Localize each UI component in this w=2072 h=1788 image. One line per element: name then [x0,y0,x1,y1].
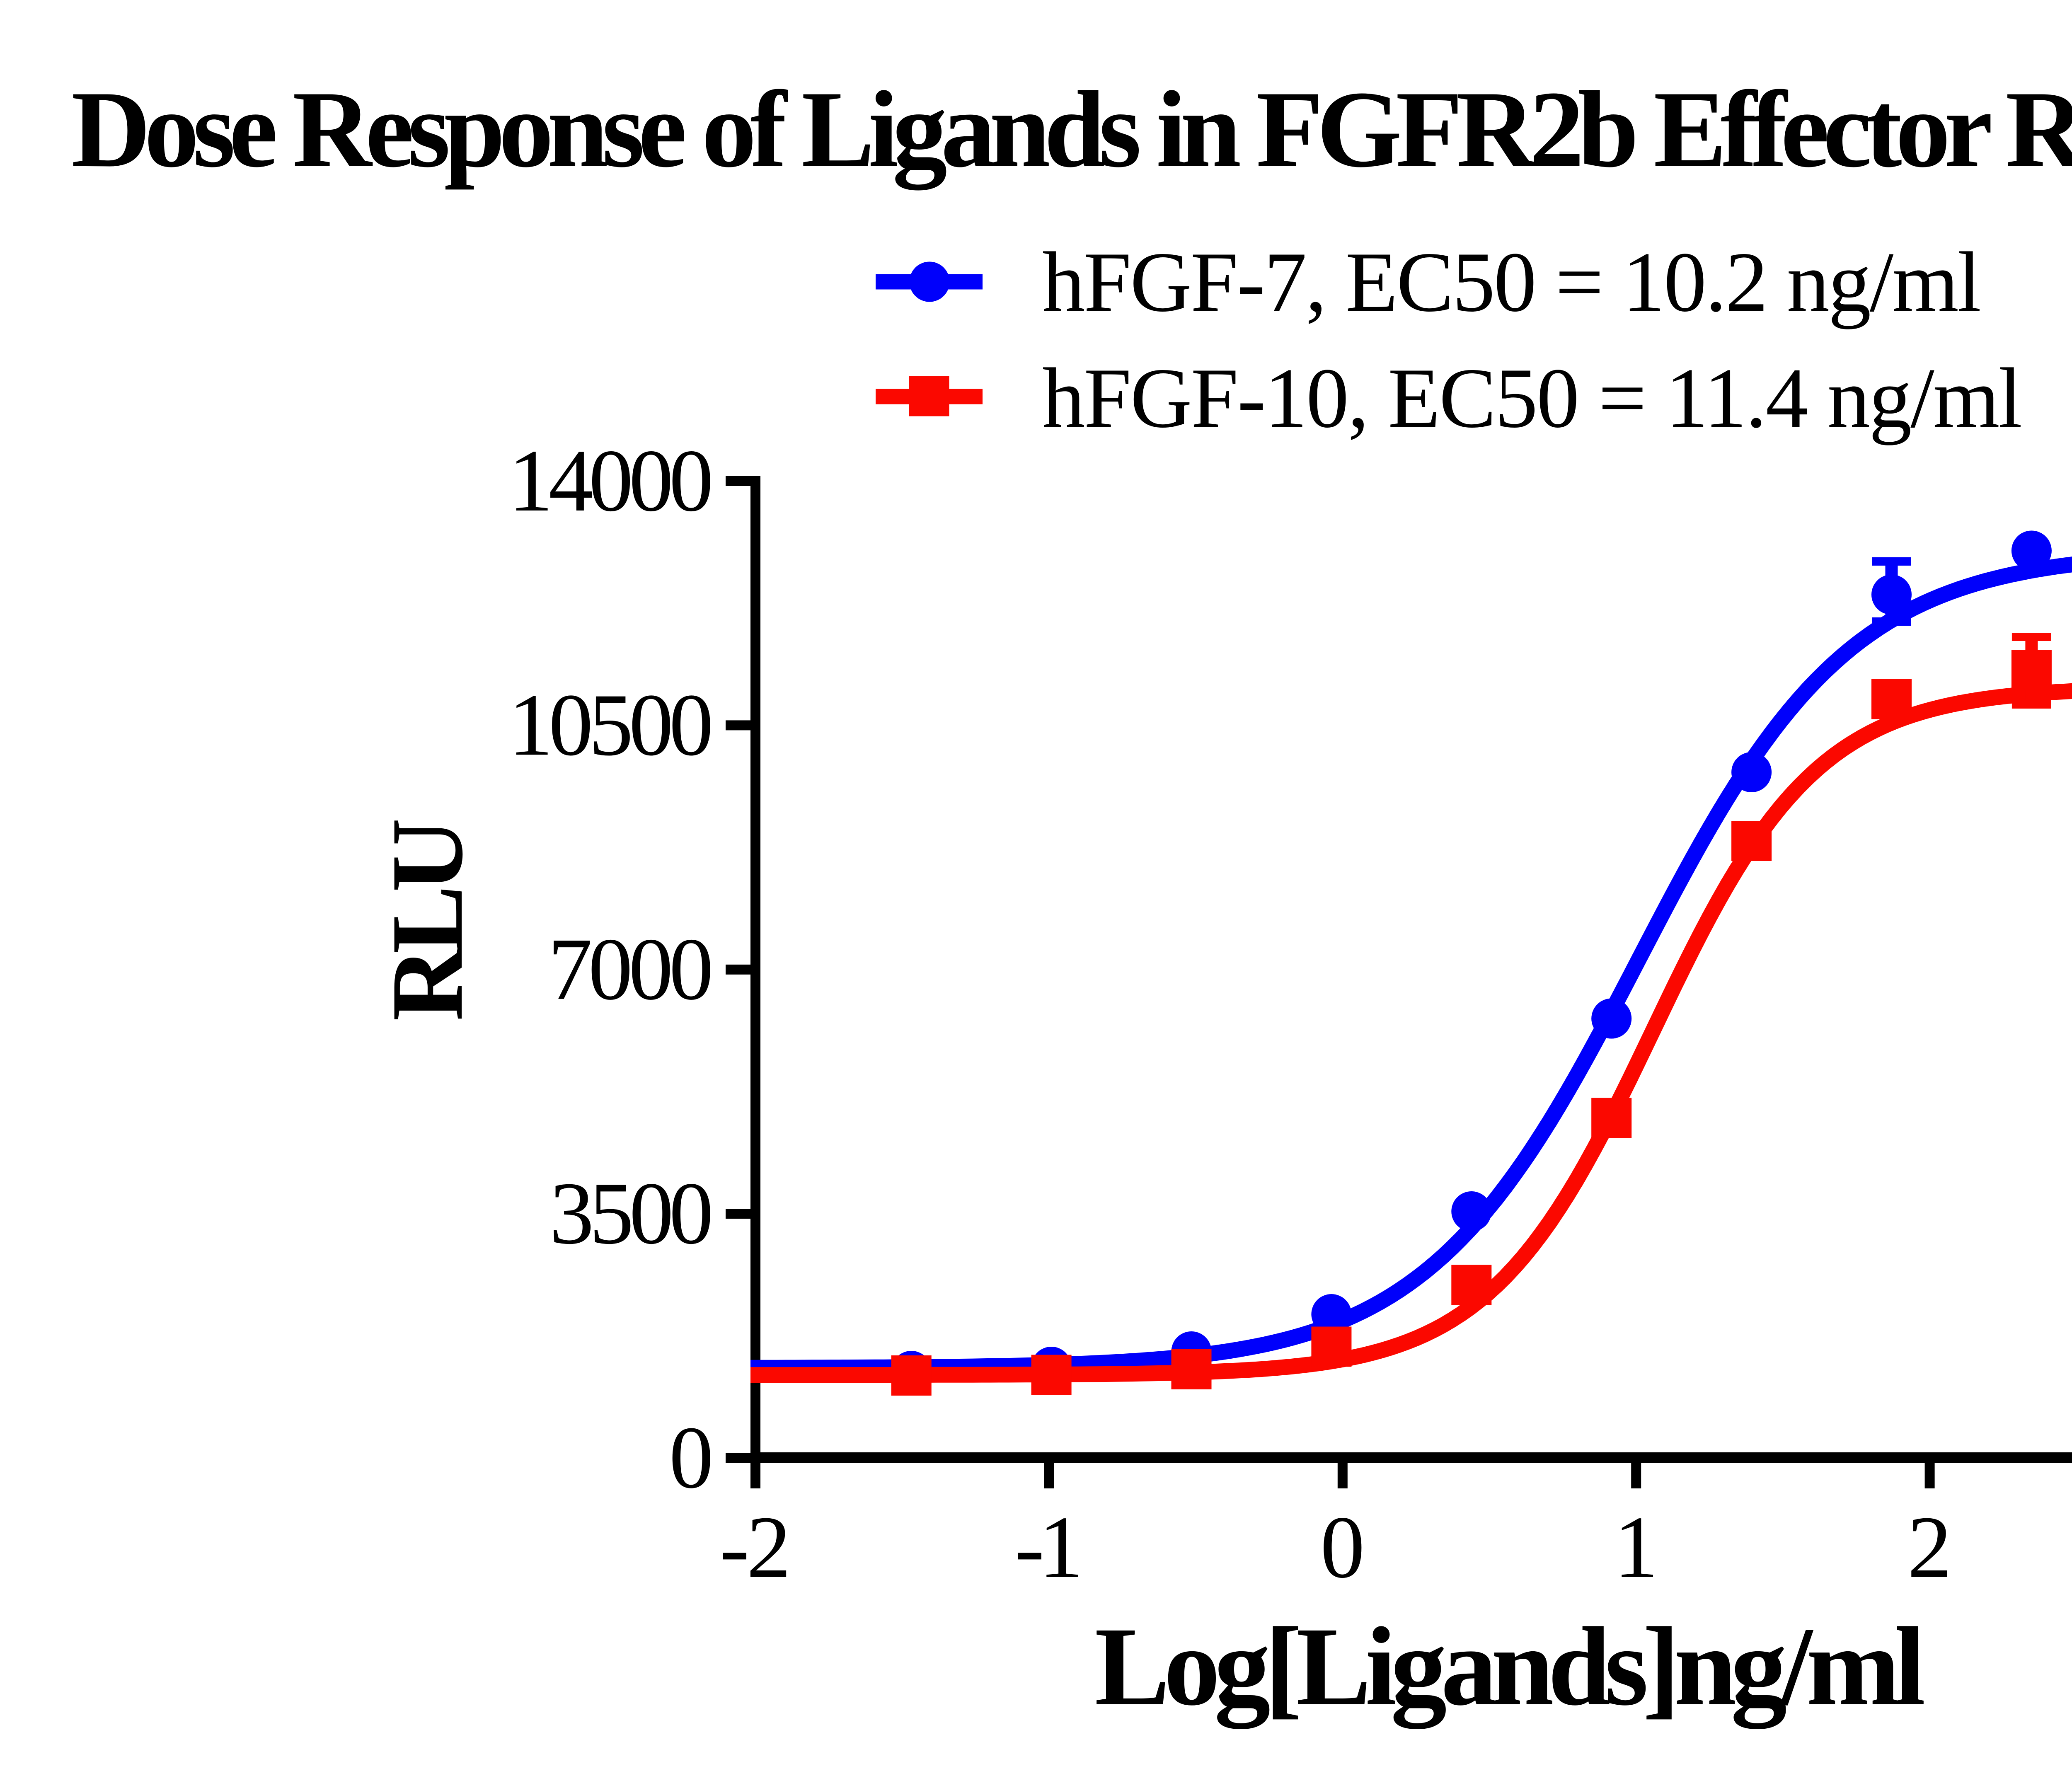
svg-text:-1: -1 [1015,1498,1083,1597]
svg-text:3500: 3500 [549,1164,714,1263]
svg-text:0: 0 [1320,1498,1365,1597]
svg-text:Log[Ligands]ng/ml: Log[Ligands]ng/ml [1095,1604,1926,1731]
svg-text:1: 1 [1614,1498,1658,1597]
svg-text:14000: 14000 [508,431,714,530]
svg-text:RLU: RLU [370,818,484,1021]
svg-text:7000: 7000 [548,919,714,1019]
svg-text:Dose Response of Ligands in FG: Dose Response of Ligands in FGFR2b Effec… [71,69,2072,192]
svg-text:hFGF-10, EC50 = 11.4 ng/ml: hFGF-10, EC50 = 11.4 ng/ml [1042,351,2022,445]
svg-text:hFGF-7, EC50 = 10.2 ng/ml: hFGF-7, EC50 = 10.2 ng/ml [1042,235,1981,329]
svg-text:2: 2 [1907,1498,1952,1597]
svg-text:10500: 10500 [508,675,714,774]
svg-text:0: 0 [669,1408,714,1507]
svg-text:-2: -2 [720,1498,791,1597]
